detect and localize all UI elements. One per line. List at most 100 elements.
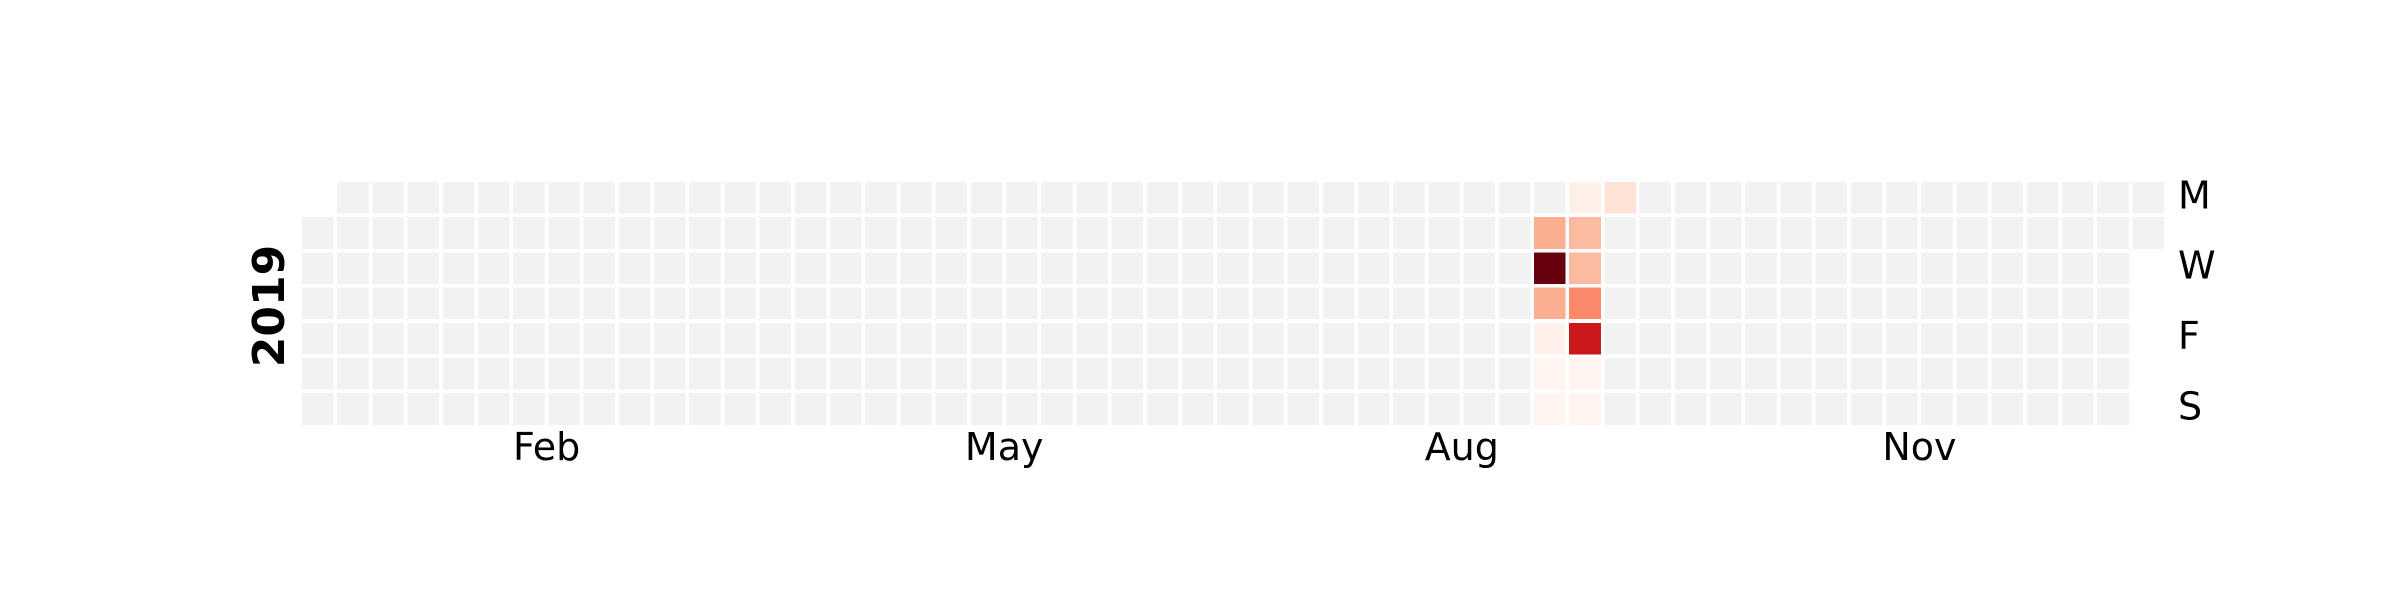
month-label: Aug bbox=[1425, 425, 1499, 469]
heatmap-cell bbox=[583, 393, 616, 425]
heatmap-cell bbox=[1287, 217, 1320, 249]
heatmap-cell bbox=[759, 217, 792, 249]
heatmap-cell bbox=[1956, 393, 1988, 425]
heatmap-cell bbox=[1358, 358, 1390, 390]
heatmap-cell bbox=[1358, 252, 1390, 284]
heatmap-cell bbox=[407, 393, 440, 425]
heatmap-cell bbox=[1463, 393, 1496, 425]
heatmap-cell bbox=[935, 182, 968, 214]
heatmap-cell bbox=[1498, 252, 1531, 284]
heatmap-cell bbox=[1076, 287, 1108, 320]
heatmap-cell bbox=[1674, 217, 1707, 249]
heatmap-cell bbox=[1463, 322, 1496, 355]
heatmap-cell bbox=[724, 287, 756, 320]
heatmap-cell bbox=[794, 358, 827, 390]
heatmap-cell bbox=[583, 217, 616, 249]
heatmap-cell bbox=[1604, 217, 1636, 249]
heatmap-cell bbox=[1287, 393, 1320, 425]
heatmap-cell bbox=[583, 182, 616, 214]
heatmap-cell bbox=[1463, 252, 1496, 284]
heatmap-cell bbox=[689, 182, 721, 214]
year-label: 2019 bbox=[244, 245, 295, 367]
heatmap-cell bbox=[442, 322, 475, 355]
heatmap-cell bbox=[1428, 393, 1460, 425]
heatmap-cell bbox=[654, 287, 686, 320]
heatmap-cell bbox=[1041, 358, 1073, 390]
heatmap-cell bbox=[1674, 287, 1707, 320]
heatmap-cell bbox=[1639, 358, 1672, 390]
heatmap-cell bbox=[302, 322, 334, 355]
heatmap-cell bbox=[2097, 322, 2129, 355]
heatmap-cell bbox=[337, 393, 369, 425]
heatmap-cell bbox=[724, 182, 756, 214]
heatmap-cell bbox=[1322, 322, 1355, 355]
day-label: S bbox=[2178, 385, 2202, 429]
heatmap-cell bbox=[618, 393, 651, 425]
heatmap-cell bbox=[337, 322, 369, 355]
heatmap-cell bbox=[1287, 358, 1320, 390]
heatmap-cell bbox=[1182, 217, 1214, 249]
heatmap-cell bbox=[1498, 182, 1531, 214]
heatmap-cell bbox=[548, 252, 580, 284]
heatmap-cell bbox=[1780, 393, 1812, 425]
heatmap-cell bbox=[1076, 252, 1108, 284]
heatmap-cell bbox=[865, 182, 897, 214]
heatmap-cell bbox=[1076, 358, 1108, 390]
heatmap-cell bbox=[1111, 322, 1144, 355]
heatmap-cell bbox=[1076, 393, 1108, 425]
heatmap-cell bbox=[900, 358, 932, 390]
heatmap-cell bbox=[1146, 358, 1179, 390]
heatmap-cell bbox=[1745, 217, 1777, 249]
heatmap-cell bbox=[2062, 182, 2094, 214]
heatmap-cell bbox=[1534, 217, 1566, 249]
heatmap-cell bbox=[337, 287, 369, 320]
heatmap-cell bbox=[1252, 393, 1284, 425]
heatmap-cell bbox=[2062, 217, 2094, 249]
heatmap-cell bbox=[337, 358, 369, 390]
heatmap-cell bbox=[1639, 217, 1672, 249]
heatmap-cell bbox=[1921, 182, 1953, 214]
heatmap-cell bbox=[689, 287, 721, 320]
heatmap-cell bbox=[900, 182, 932, 214]
heatmap-cell bbox=[2097, 287, 2129, 320]
heatmap-cell bbox=[2062, 393, 2094, 425]
heatmap-cell bbox=[302, 358, 334, 390]
heatmap-cell bbox=[1534, 252, 1566, 284]
heatmap-cell bbox=[1710, 252, 1742, 284]
heatmap-cell bbox=[1921, 358, 1953, 390]
heatmap-cell bbox=[1745, 182, 1777, 214]
heatmap-cell bbox=[970, 287, 1003, 320]
heatmap-cell bbox=[1534, 182, 1566, 214]
heatmap-cell bbox=[1674, 252, 1707, 284]
heatmap-cell bbox=[794, 393, 827, 425]
heatmap-cell bbox=[1393, 217, 1425, 249]
heatmap-cell bbox=[759, 182, 792, 214]
heatmap-cell bbox=[407, 252, 440, 284]
heatmap-cell bbox=[1146, 393, 1179, 425]
month-label: Nov bbox=[1882, 425, 1956, 469]
heatmap-cell bbox=[865, 252, 897, 284]
heatmap-cell bbox=[2062, 287, 2094, 320]
heatmap-cell bbox=[372, 322, 404, 355]
heatmap-cell bbox=[1252, 287, 1284, 320]
heatmap-cell bbox=[865, 393, 897, 425]
heatmap-cell bbox=[583, 358, 616, 390]
heatmap-cell bbox=[442, 393, 475, 425]
heatmap-cell bbox=[724, 358, 756, 390]
heatmap-cell bbox=[337, 182, 369, 214]
heatmap-cell bbox=[1006, 217, 1038, 249]
heatmap-cell bbox=[759, 252, 792, 284]
heatmap-cell bbox=[1182, 287, 1214, 320]
heatmap-cell bbox=[1182, 322, 1214, 355]
heatmap-cell bbox=[794, 182, 827, 214]
heatmap-cell bbox=[1498, 287, 1531, 320]
heatmap-cell bbox=[830, 322, 862, 355]
heatmap-cell bbox=[689, 358, 721, 390]
heatmap-cell bbox=[1182, 393, 1214, 425]
heatmap-cell bbox=[1146, 182, 1179, 214]
heatmap-cell bbox=[618, 287, 651, 320]
heatmap-cell bbox=[372, 287, 404, 320]
heatmap-cell bbox=[935, 322, 968, 355]
heatmap-cell bbox=[442, 358, 475, 390]
